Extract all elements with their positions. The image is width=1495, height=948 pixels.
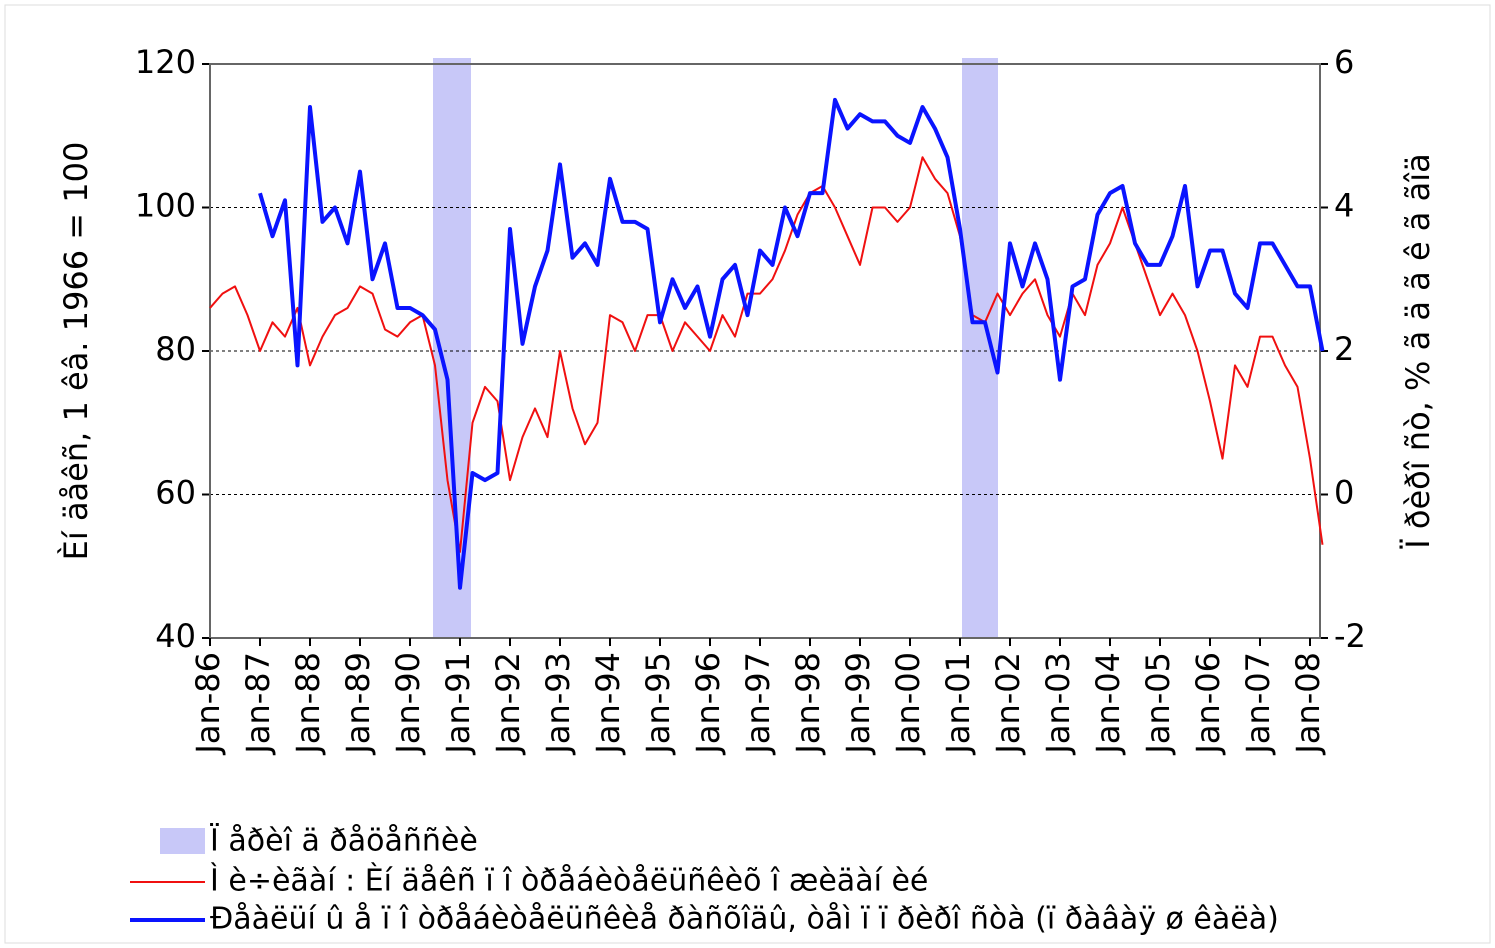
legend-label: Ðåàëüí û å ï î òðåáèòåëüñêèå ðàñõîäû, òå… bbox=[210, 902, 1279, 937]
x-tick-label: Jan-05 bbox=[1139, 652, 1177, 756]
legend-label: Ï åðèî ä ðåöåññèè bbox=[210, 823, 478, 859]
x-tick-label: Jan-91 bbox=[439, 652, 477, 756]
x-tick-label: Jan-92 bbox=[489, 652, 527, 756]
y-tick-label: 80 bbox=[155, 330, 196, 368]
y-axis-label: Èí äåêñ, 1 êâ. 1966 = 100 bbox=[57, 142, 95, 561]
x-tick-label: Jan-99 bbox=[839, 652, 877, 756]
x-tick-label: Jan-94 bbox=[589, 652, 627, 756]
x-tick-label: Jan-95 bbox=[639, 652, 677, 756]
legend-swatch bbox=[160, 828, 205, 854]
x-tick-label: Jan-04 bbox=[1089, 652, 1127, 756]
x-tick-label: Jan-96 bbox=[689, 652, 727, 756]
y-tick-label: 40 bbox=[155, 617, 196, 655]
y-tick-label: 60 bbox=[155, 474, 196, 512]
y2-tick-label: 2 bbox=[1334, 330, 1354, 368]
x-tick-label: Jan-90 bbox=[389, 652, 427, 756]
x-tick-label: Jan-98 bbox=[789, 652, 827, 756]
y2-tick-label: -2 bbox=[1334, 617, 1366, 655]
x-tick-label: Jan-06 bbox=[1189, 652, 1227, 756]
x-tick-label: Jan-87 bbox=[239, 652, 277, 756]
plot-border bbox=[209, 63, 1321, 639]
y2-axis-label: Ï ðèðî ñò, % ã ä ã ê ã ãîä bbox=[1399, 153, 1437, 548]
x-tick-label: Jan-86 bbox=[189, 652, 227, 756]
x-tick-label: Jan-00 bbox=[889, 652, 927, 756]
y2-tick-label: 4 bbox=[1334, 187, 1354, 225]
series-line bbox=[258, 97, 1325, 590]
x-tick-label: Jan-01 bbox=[939, 652, 977, 756]
x-tick-label: Jan-89 bbox=[339, 652, 377, 756]
x-tick-label: Jan-08 bbox=[1289, 652, 1327, 756]
x-tick-label: Jan-02 bbox=[989, 652, 1027, 756]
y2-tick-label: 0 bbox=[1334, 474, 1354, 512]
y2-tick-label: 6 bbox=[1334, 43, 1354, 81]
x-tick-label: Jan-88 bbox=[289, 652, 327, 756]
y-tick-label: 100 bbox=[135, 187, 196, 225]
x-tick-label: Jan-03 bbox=[1039, 652, 1077, 756]
x-tick-label: Jan-07 bbox=[1239, 652, 1277, 756]
y-tick-label: 120 bbox=[135, 43, 196, 81]
x-tick-label: Jan-97 bbox=[739, 652, 777, 756]
frame bbox=[4, 4, 1491, 944]
legend-label: Ì è÷èãàí : Èí äåêñ ï î òðåáèòåëüñêèõ î æ… bbox=[210, 863, 928, 899]
x-tick-label: Jan-93 bbox=[539, 652, 577, 756]
